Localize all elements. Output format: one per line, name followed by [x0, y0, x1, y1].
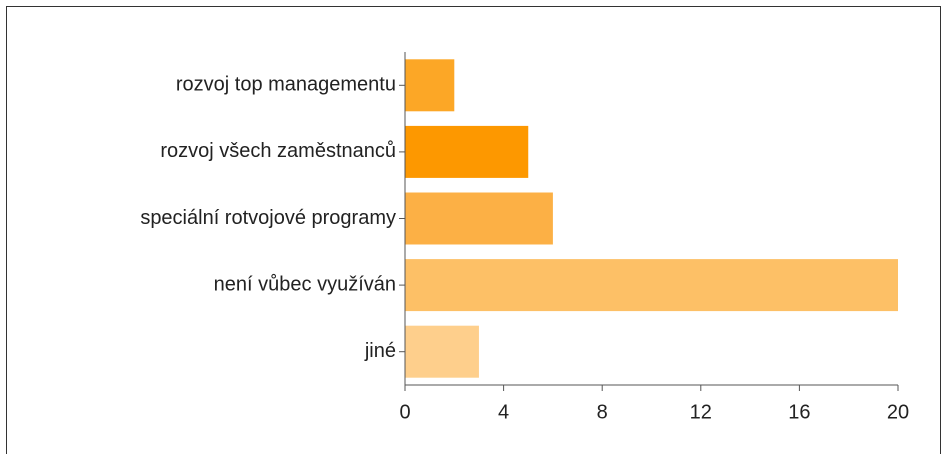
- x-tick-label: 4: [498, 401, 509, 423]
- bar: [405, 192, 553, 245]
- bar: [405, 59, 455, 112]
- x-tick-label: 16: [788, 401, 810, 423]
- x-tick-label: 8: [597, 401, 608, 423]
- bar: [405, 125, 529, 178]
- bar: [405, 259, 898, 312]
- frame: [6, 6, 941, 459]
- x-tick-label: 0: [399, 401, 410, 423]
- y-tick-label: není vůbec využíván: [214, 273, 396, 295]
- x-tick-label: 20: [887, 401, 909, 423]
- y-tick-label: speciální rotvojové programy: [140, 207, 396, 229]
- x-tick-label: 12: [690, 401, 712, 423]
- y-tick-label: rozvoj všech zaměstnanců: [160, 140, 396, 162]
- y-tick-label: rozvoj top managementu: [176, 74, 396, 96]
- bar: [405, 325, 479, 378]
- y-tick-label: jiné: [364, 340, 396, 362]
